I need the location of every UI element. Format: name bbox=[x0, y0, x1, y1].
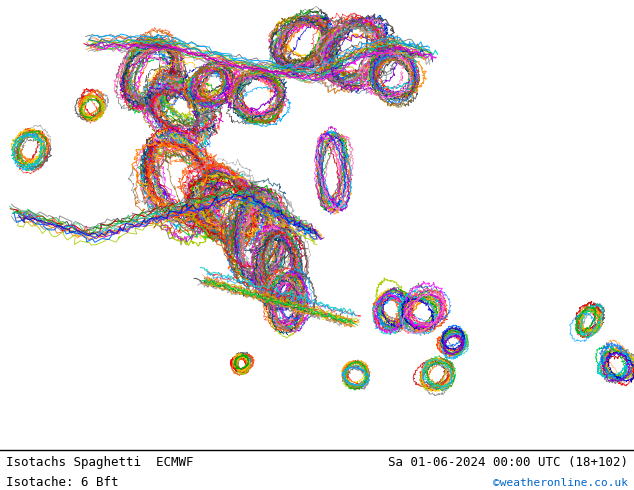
Text: Isotachs Spaghetti  ECMWF: Isotachs Spaghetti ECMWF bbox=[6, 456, 194, 469]
Text: Sa 01-06-2024 00:00 UTC (18+102): Sa 01-06-2024 00:00 UTC (18+102) bbox=[387, 456, 628, 469]
Text: ©weatheronline.co.uk: ©weatheronline.co.uk bbox=[493, 478, 628, 488]
Text: Isotache: 6 Bft: Isotache: 6 Bft bbox=[6, 476, 119, 490]
